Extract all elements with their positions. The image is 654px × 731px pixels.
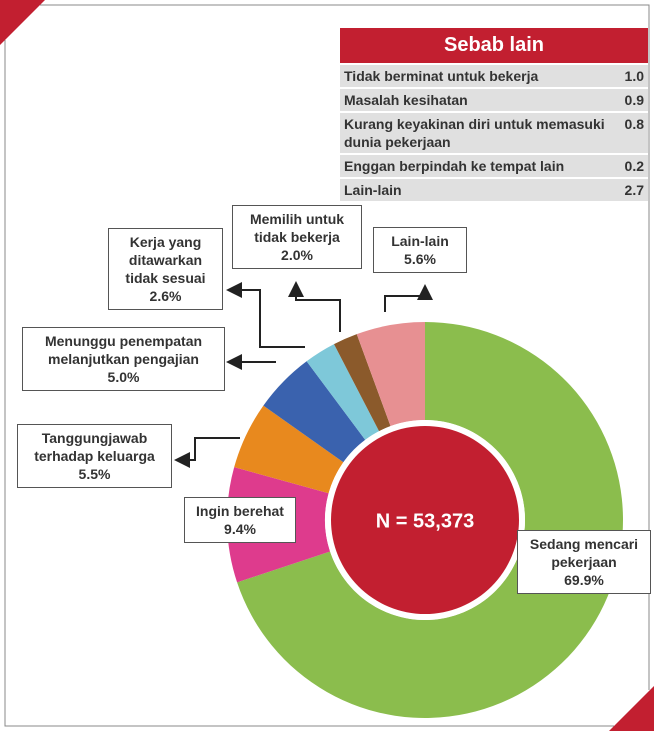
label-box: Sedang mencari pekerjaan 69.9% (517, 530, 651, 594)
label-box: Memilih untuk tidak bekerja 2.0% (232, 205, 362, 269)
cell-label: Enggan berpindah ke tempat lain (340, 153, 610, 178)
leaders (174, 281, 433, 468)
label-box: Kerja yang ditawarkan tidak sesuai 2.6% (108, 228, 223, 310)
slice (234, 405, 344, 494)
cell-value: 0.8 (610, 111, 648, 154)
label-box: Ingin berehat 9.4% (184, 497, 296, 543)
corner (609, 686, 654, 731)
slice (237, 322, 623, 719)
label-box: Tanggungjawab terhadap keluarga 5.5% (17, 424, 172, 488)
label-box: Menunggu penempatan melanjutkan pengajia… (22, 327, 225, 391)
slice (263, 361, 366, 463)
table: Sebab lain Tidak berminat untuk bekerja 1.… (340, 28, 648, 201)
cell-value: 2.7 (610, 177, 648, 201)
center-circle (331, 426, 519, 614)
cell-label: Kurang keyakinan diri untuk memasuki dun… (340, 111, 610, 154)
corner (0, 0, 45, 45)
slice (356, 322, 425, 427)
cell-value: 0.9 (610, 87, 648, 112)
slice (334, 334, 391, 432)
cell-label: Lain-lain (340, 177, 610, 201)
frame (4, 4, 650, 727)
slice (306, 344, 380, 440)
cell-label: Masalah kesihatan (340, 87, 610, 112)
center-label: N = 53,373 (376, 510, 474, 532)
cell-value: 1.0 (610, 63, 648, 88)
cell-value: 0.2 (610, 153, 648, 178)
cell-label: Tidak berminat untuk bekerja (340, 63, 610, 88)
label-box: Lain-lain 5.6% (373, 227, 467, 273)
table-title: Sebab lain (340, 28, 648, 64)
